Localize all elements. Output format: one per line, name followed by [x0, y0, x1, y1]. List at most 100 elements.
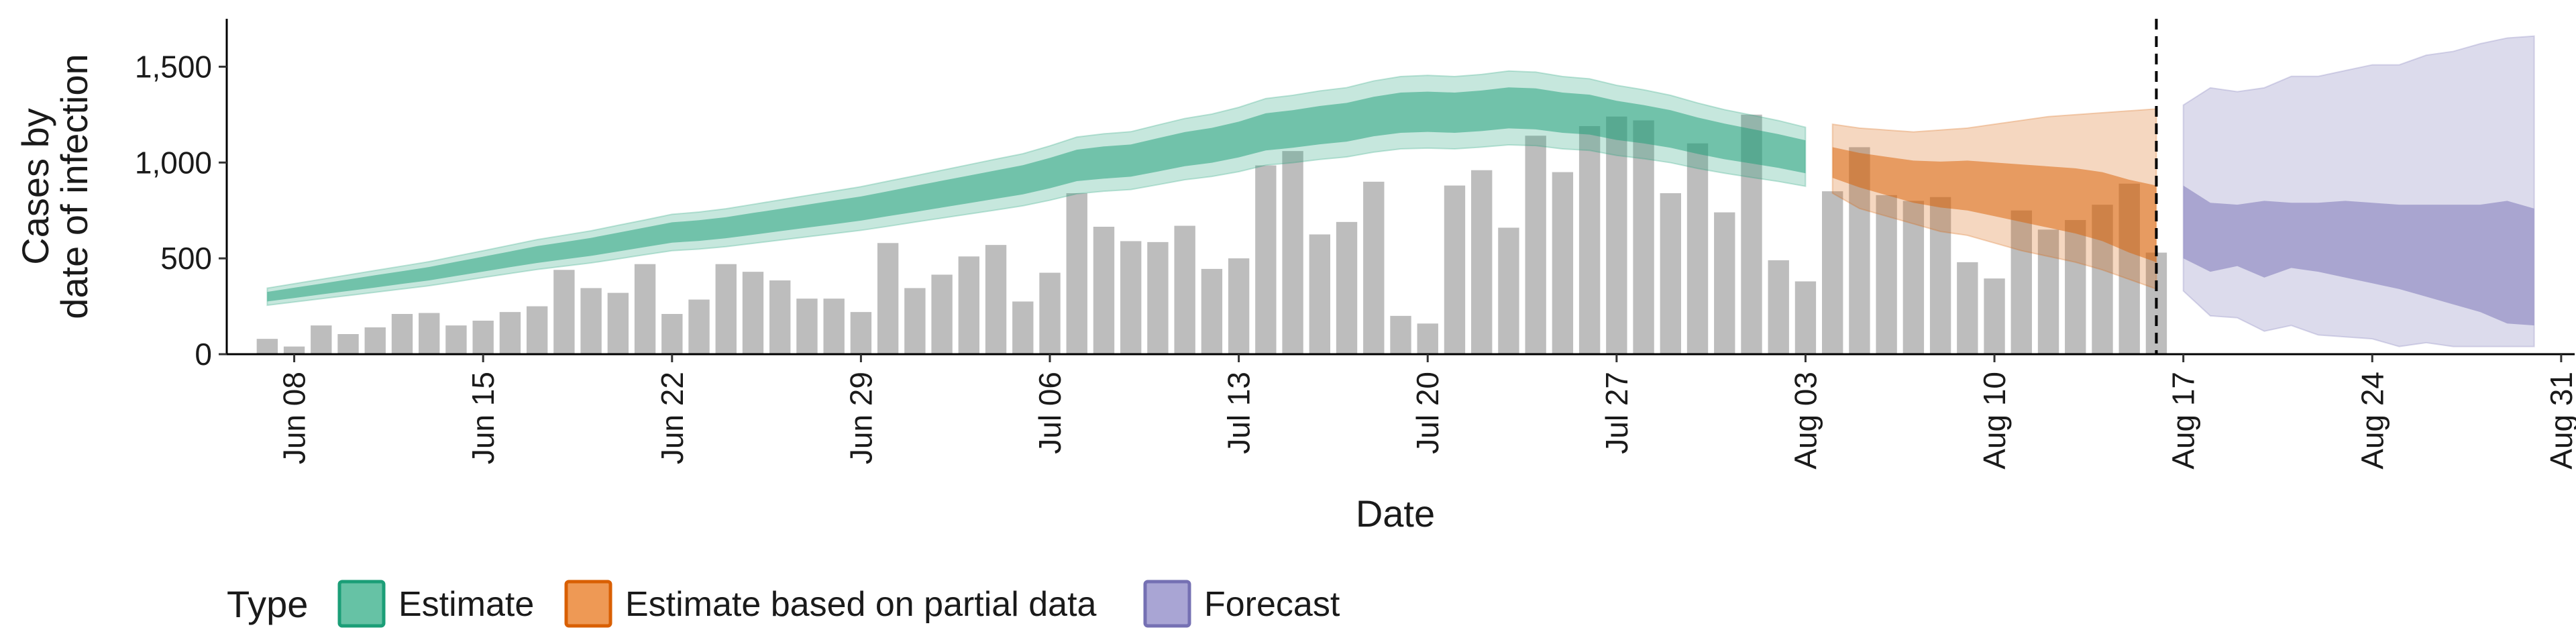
- x-tick-label: Jun 08: [277, 372, 312, 464]
- y-axis-title-line: date of infection: [53, 54, 95, 319]
- bar-60: [1876, 195, 1897, 354]
- x-tick-label: Jun 15: [466, 372, 500, 464]
- bar-26: [958, 256, 980, 354]
- bar-16: [688, 299, 710, 354]
- x-tick-label: Jun 22: [655, 372, 690, 464]
- bar-2: [311, 325, 332, 354]
- bar-38: [1282, 151, 1303, 354]
- x-tick-label: Aug 24: [2355, 372, 2390, 470]
- estimate-ribbon-50: [267, 87, 1806, 302]
- bar-21: [823, 299, 845, 354]
- bar-3: [337, 334, 359, 354]
- bar-51: [1633, 120, 1654, 354]
- bar-29: [1039, 272, 1061, 354]
- bar-33: [1147, 241, 1169, 354]
- x-tick-label: Aug 10: [1977, 372, 2012, 470]
- legend-title: Type: [227, 583, 308, 625]
- bar-32: [1120, 241, 1142, 354]
- bar-20: [796, 299, 818, 354]
- forecast-ribbon-50: [2183, 185, 2534, 326]
- bar-35: [1201, 268, 1223, 354]
- bar-31: [1093, 227, 1115, 354]
- bar-37: [1255, 165, 1277, 355]
- y-tick-label: 1,000: [135, 145, 212, 180]
- bar-66: [2037, 229, 2059, 354]
- ribbons-group: [266, 35, 2535, 347]
- x-tick-label: Jul 06: [1032, 372, 1067, 454]
- bar-5: [391, 314, 413, 354]
- legend-key-1: [564, 580, 612, 628]
- bar-56: [1768, 260, 1789, 354]
- bar-53: [1686, 143, 1709, 354]
- legend-label: Estimate: [398, 585, 534, 624]
- bar-12: [580, 288, 602, 354]
- bar-44: [1444, 185, 1466, 354]
- bar-65: [2010, 210, 2032, 354]
- legend-label: Forecast: [1204, 585, 1340, 624]
- bar-1: [283, 346, 305, 354]
- bar-17: [715, 264, 737, 354]
- bar-8: [472, 321, 494, 354]
- bar-10: [526, 306, 548, 354]
- y-tick-label: 1,500: [135, 49, 212, 84]
- bar-7: [445, 325, 467, 354]
- bar-63: [1957, 262, 1978, 354]
- bar-49: [1578, 126, 1601, 354]
- bar-58: [1821, 191, 1843, 354]
- x-tick-label: Jun 29: [843, 372, 878, 464]
- bar-45: [1471, 170, 1493, 354]
- bar-18: [742, 272, 764, 354]
- bar-52: [1660, 193, 1681, 354]
- bar-34: [1174, 225, 1195, 354]
- legend: Type Estimate Estimate based on partial da…: [227, 580, 1340, 628]
- bar-25: [931, 274, 953, 354]
- bar-15: [661, 314, 683, 354]
- axes-group: 0 500 1,000 1,500 Jun 08 Jun 15 Jun 22 Jun 29 Ju…: [135, 19, 2576, 470]
- y-tick-label: 0: [195, 337, 212, 372]
- bar-61: [1902, 201, 1925, 354]
- bar-48: [1552, 172, 1574, 354]
- x-tick-label: Aug 31: [2544, 372, 2576, 470]
- bar-27: [985, 245, 1007, 354]
- bar-23: [877, 243, 899, 354]
- legend-label: Estimate based on partial data: [625, 585, 1097, 624]
- bar-4: [364, 327, 386, 354]
- x-tick-label: Jul 13: [1222, 372, 1256, 454]
- bar-57: [1794, 281, 1817, 354]
- bar-28: [1012, 301, 1034, 354]
- bar-13: [607, 292, 629, 354]
- x-tick-label: Aug 03: [1788, 372, 1823, 470]
- x-tick-label: Jul 20: [1410, 372, 1445, 454]
- bar-67: [2065, 220, 2086, 354]
- bar-43: [1417, 323, 1438, 354]
- bar-54: [1714, 212, 1735, 354]
- y-axis-title-line: Cases by: [14, 108, 56, 264]
- bar-47: [1525, 136, 1546, 355]
- x-tick-label: Aug 17: [2166, 372, 2201, 470]
- legend-key-2: [1143, 580, 1191, 628]
- bar-30: [1066, 193, 1087, 354]
- estimate-based-on-partial-data-ribbon-50: [1832, 147, 2157, 262]
- bar-50: [1606, 116, 1627, 354]
- bar-41: [1363, 181, 1385, 354]
- legend-key-0: [337, 580, 386, 628]
- bars-group: [256, 114, 2167, 355]
- bar-19: [769, 280, 791, 354]
- bar-62: [1929, 197, 1951, 354]
- bar-40: [1336, 221, 1358, 354]
- bar-11: [553, 270, 575, 354]
- bar-14: [634, 264, 656, 354]
- bar-39: [1309, 234, 1330, 354]
- bar-9: [499, 312, 521, 354]
- bar-64: [1984, 278, 2005, 354]
- x-tick-label: Jul 27: [1599, 372, 1634, 454]
- x-axis-title: Date: [1356, 492, 1435, 535]
- bar-24: [904, 288, 926, 354]
- y-tick-label: 500: [160, 241, 212, 276]
- bar-46: [1498, 227, 1519, 354]
- bar-36: [1228, 258, 1250, 354]
- bar-6: [419, 313, 440, 354]
- bar-22: [850, 312, 872, 354]
